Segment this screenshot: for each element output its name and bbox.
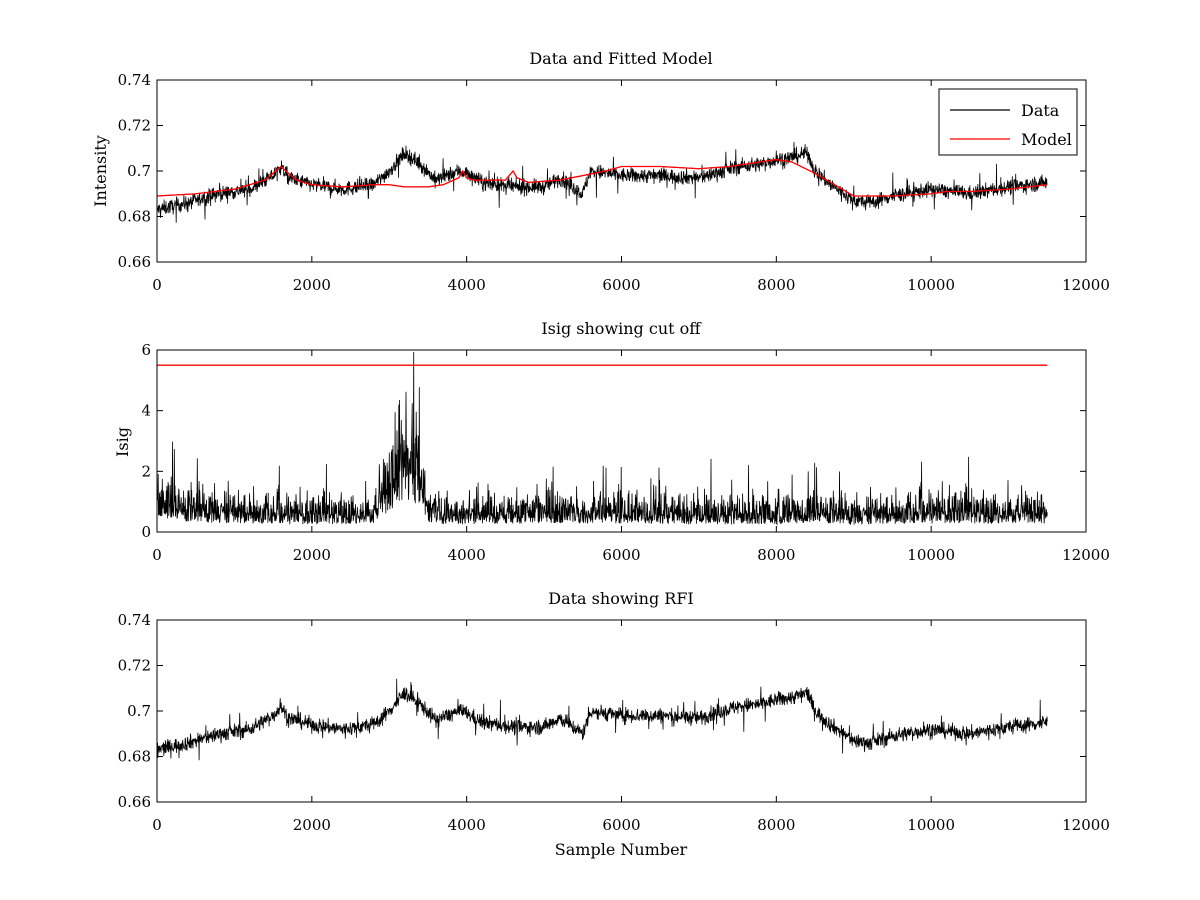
- x-tick-label: 12000: [1062, 816, 1110, 834]
- x-tick-label: 0: [152, 816, 162, 834]
- x-tick-label: 12000: [1062, 546, 1110, 564]
- x-tick-label: 6000: [602, 816, 640, 834]
- plot-area: 0 2000 4000 6000 8000 10000 12000 0.66 0.68 0.7 0.…: [118, 71, 1110, 294]
- series-line-0: [156, 678, 1048, 761]
- x-tick-label: 6000: [602, 276, 640, 294]
- x-tick-label: 10000: [907, 816, 955, 834]
- x-tick-label: 2000: [293, 276, 331, 294]
- x-tick-label: 4000: [448, 816, 486, 834]
- series-line-0: [156, 141, 1048, 223]
- series-line-0: [156, 351, 1048, 526]
- y-tick-label: 0.66: [118, 253, 151, 271]
- x-tick-label: 4000: [448, 276, 486, 294]
- plot-area: 0 2000 4000 6000 8000 10000 12000 0.66 0.68 0.7 0.…: [118, 611, 1110, 834]
- y-tick-label: 0.7: [127, 162, 151, 180]
- panel-isig-cutoff: Isig showing cut off Isig 0 2000 4000 6000 8…: [113, 319, 1110, 564]
- x-tick-label: 6000: [602, 546, 640, 564]
- y-tick-label: 0: [141, 523, 151, 541]
- chart-title: Isig showing cut off: [541, 319, 702, 338]
- x-tick-label: 0: [152, 546, 162, 564]
- x-axis-label: Sample Number: [555, 840, 688, 859]
- x-tick-label: 10000: [907, 276, 955, 294]
- y-tick-label: 0.66: [118, 793, 151, 811]
- x-tick-label: 8000: [757, 816, 795, 834]
- legend: Data Model: [938, 88, 1078, 156]
- y-tick-label: 2: [141, 462, 151, 480]
- y-axis-label: Isig: [113, 427, 132, 457]
- y-tick-label: 0.7: [127, 702, 151, 720]
- y-tick-label: 6: [141, 341, 151, 359]
- y-tick-label: 0.74: [118, 71, 151, 89]
- x-tick-label: 8000: [757, 546, 795, 564]
- legend-label-data: Data: [1021, 101, 1060, 120]
- y-axis-label: Intensity: [91, 135, 110, 207]
- chart-title: Data and Fitted Model: [529, 49, 712, 68]
- x-tick-label: 10000: [907, 546, 955, 564]
- legend-label-model: Model: [1021, 130, 1072, 149]
- plot-area: 0 2000 4000 6000 8000 10000 12000 0 2 4 6: [141, 341, 1109, 564]
- panel-data-rfi: Data showing RFI Sample Number 0 2000 4000…: [118, 589, 1110, 859]
- y-tick-label: 0.68: [118, 748, 151, 766]
- x-tick-label: 4000: [448, 546, 486, 564]
- y-tick-label: 0.72: [118, 117, 151, 135]
- model-line: [156, 158, 1048, 197]
- x-tick-label: 2000: [293, 816, 331, 834]
- y-tick-label: 0.74: [118, 611, 151, 629]
- y-tick-label: 0.68: [118, 208, 151, 226]
- chart-title: Data showing RFI: [548, 589, 693, 608]
- legend-box: [938, 88, 1078, 156]
- y-tick-label: 0.72: [118, 657, 151, 675]
- panel-data-fitted-model: Data and Fitted Model Intensity 0 2000 400…: [91, 49, 1110, 294]
- y-tick-label: 4: [141, 402, 151, 420]
- x-tick-label: 2000: [293, 546, 331, 564]
- x-tick-label: 0: [152, 276, 162, 294]
- x-tick-label: 12000: [1062, 276, 1110, 294]
- x-tick-label: 8000: [757, 276, 795, 294]
